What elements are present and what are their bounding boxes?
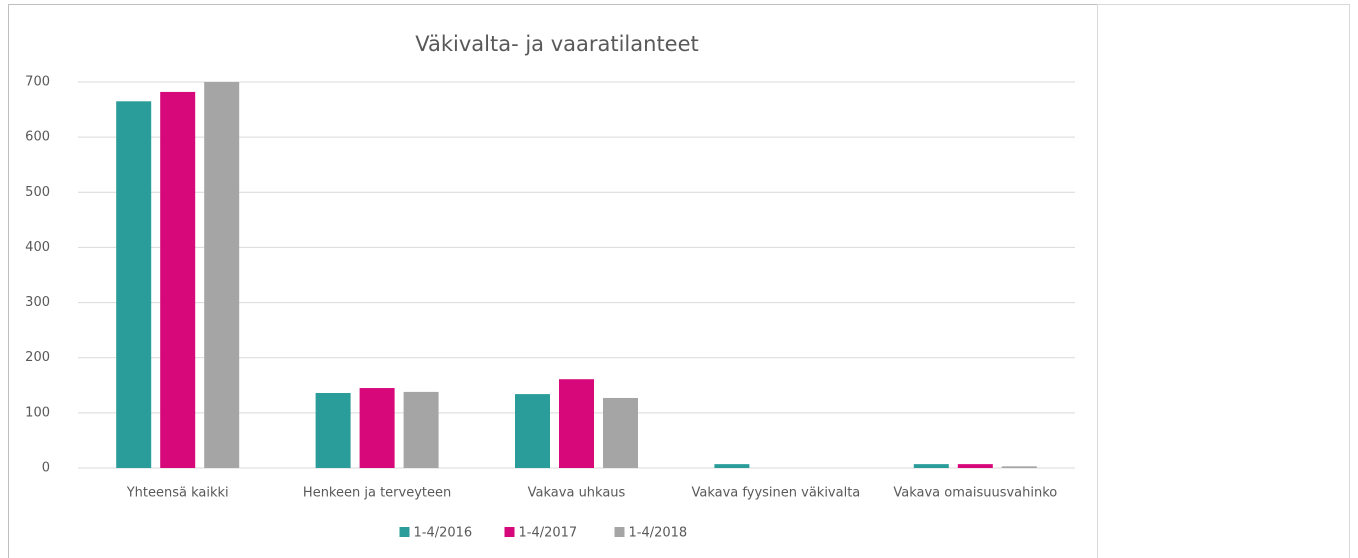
y-tick-label: 500 [25, 185, 50, 200]
bar [603, 397, 638, 468]
x-tick-label: Vakava omaisuusvahinko [893, 486, 1057, 501]
bar [957, 464, 993, 468]
bar [714, 464, 750, 468]
bar [559, 379, 594, 468]
x-tick-label: Vakava fyysinen väkivalta [692, 486, 861, 501]
legend-label: 1-4/2017 [519, 526, 578, 541]
legend-swatch [399, 527, 410, 537]
y-tick-label: 400 [25, 240, 50, 255]
bar [515, 394, 550, 468]
y-tick-label: 300 [25, 295, 50, 310]
side-panel [1097, 4, 1350, 558]
chart-title: Väkivalta- ja vaaratilanteet [415, 32, 699, 56]
x-tick-label: Yhteensä kaikki [126, 486, 229, 501]
legend-label: 1-4/2018 [629, 526, 688, 541]
y-tick-label: 200 [25, 350, 50, 365]
bar [913, 464, 949, 468]
bar [116, 101, 152, 469]
legend-label: 1-4/2016 [414, 526, 473, 541]
bar [403, 391, 439, 468]
y-tick-label: 100 [25, 405, 50, 420]
bar [1001, 466, 1037, 468]
x-tick-label: Vakava uhkaus [528, 486, 626, 501]
legend-swatch [614, 527, 625, 537]
legend-swatch [504, 527, 515, 537]
x-tick-label: Henkeen ja terveyteen [303, 486, 451, 501]
y-tick-label: 700 [25, 75, 50, 90]
y-tick-label: 600 [25, 130, 50, 145]
bar [315, 393, 351, 468]
y-tick-label: 0 [42, 461, 50, 476]
bar [204, 82, 240, 468]
bar [359, 388, 395, 468]
bar [160, 91, 196, 468]
